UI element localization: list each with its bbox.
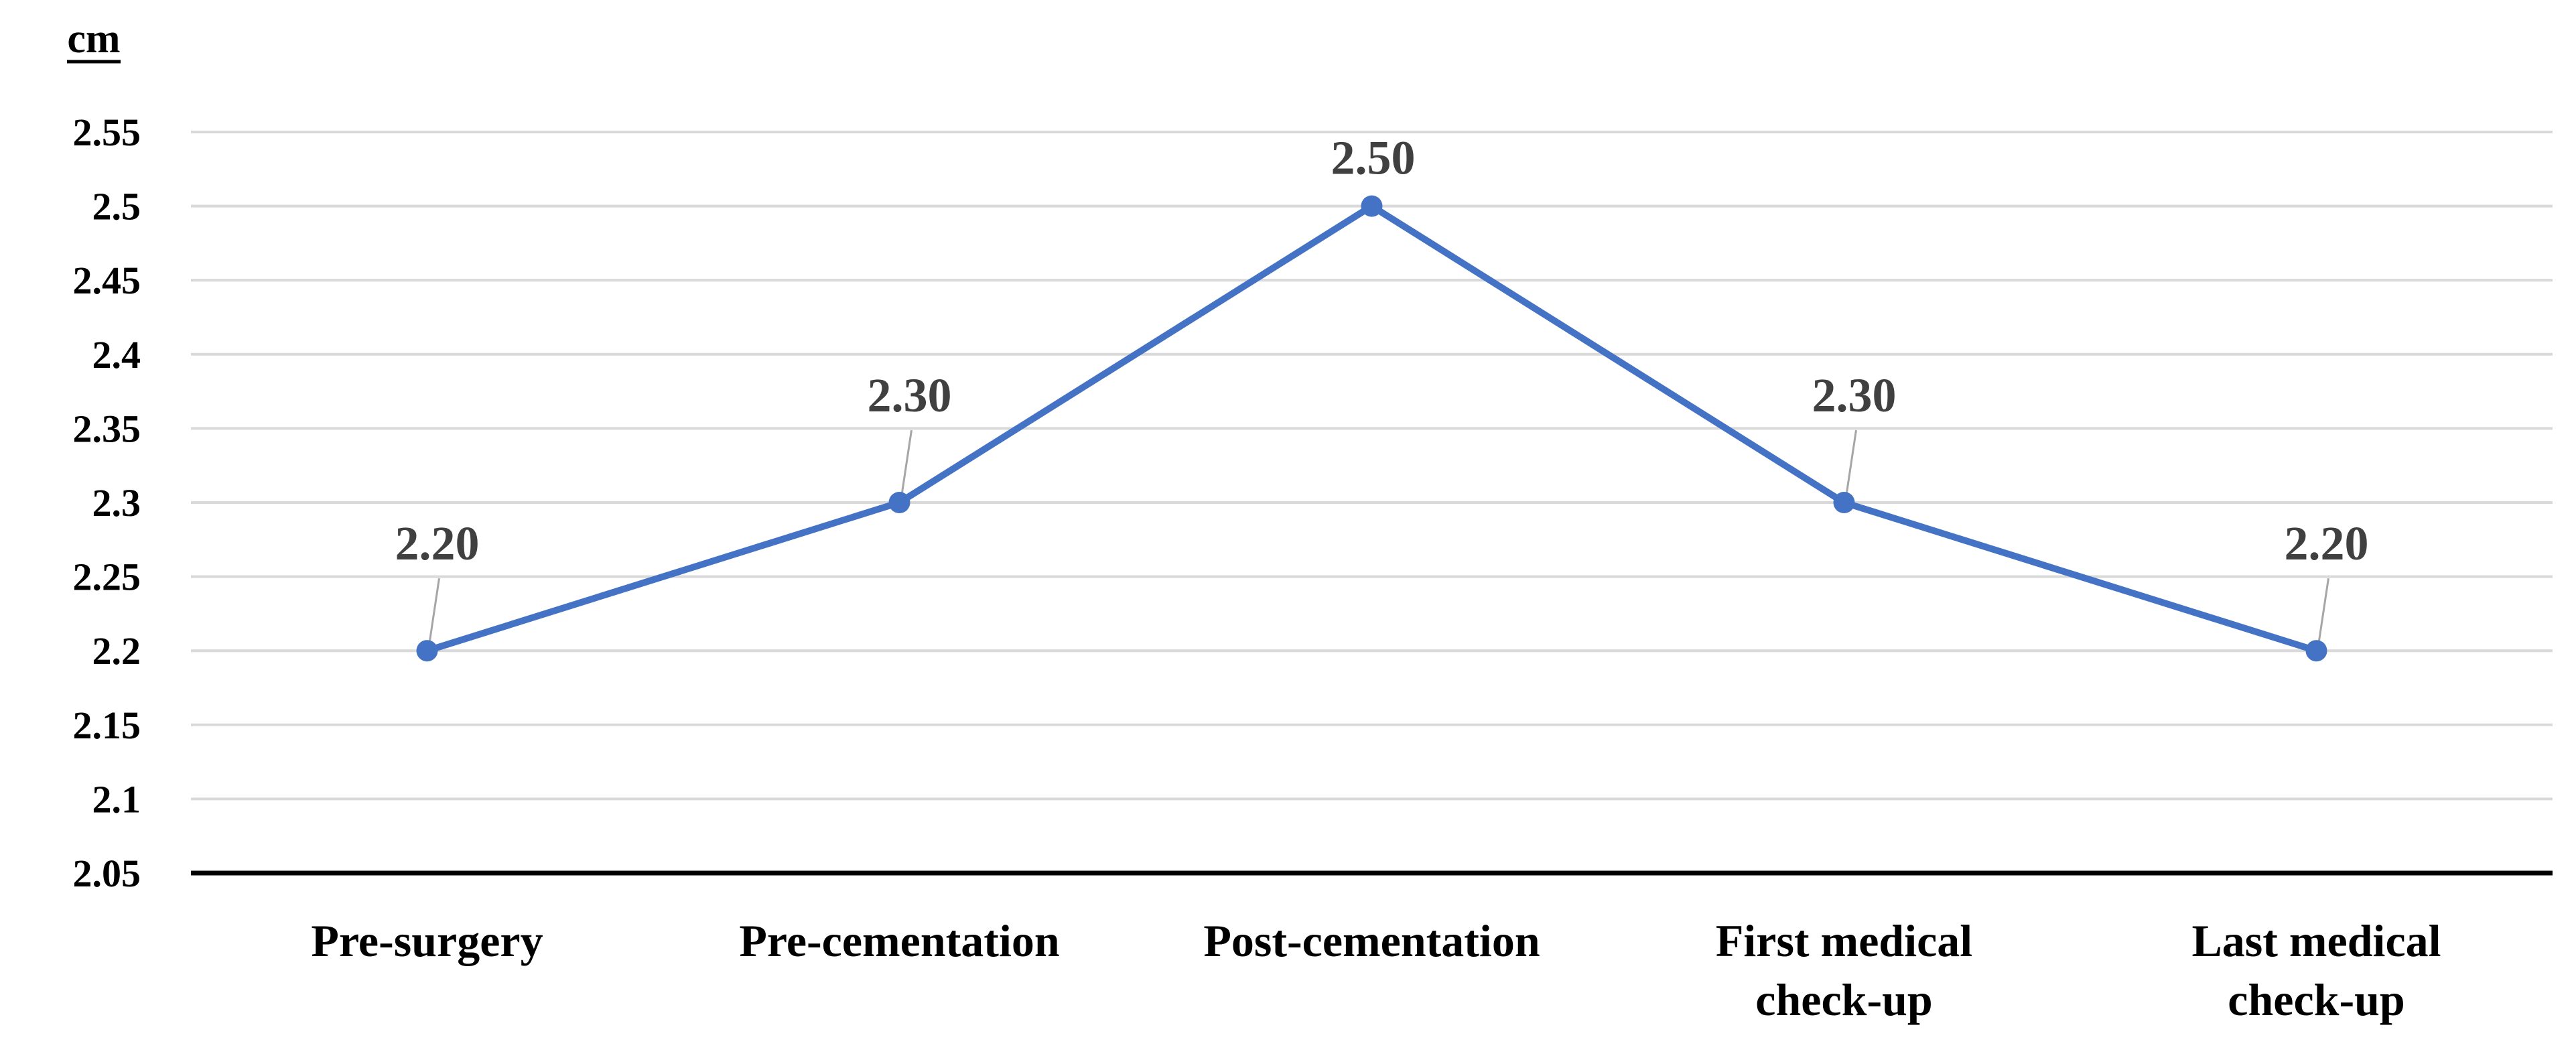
- data-point: [1833, 492, 1855, 513]
- data-label: 2.50: [1331, 131, 1416, 185]
- data-point: [1361, 195, 1383, 217]
- data-label: 2.20: [395, 517, 480, 570]
- y-tick-label: 2.3: [92, 481, 141, 525]
- x-category-label: Last medical check-up: [2191, 915, 2441, 1025]
- data-points: [416, 195, 2327, 662]
- data-point: [416, 640, 438, 662]
- data-label-leader: [901, 429, 912, 493]
- y-tick-label: 2.25: [73, 555, 141, 599]
- y-tick-label: 2.1: [92, 777, 141, 821]
- data-label-leaders: [429, 429, 2329, 641]
- data-label: 2.20: [2285, 517, 2369, 570]
- y-axis-ticks: 2.55 2.5 2.45 2.4 2.35 2.3 2.25 2.2 2.15 2.1 2.05: [73, 111, 141, 895]
- y-unit-group: cm: [67, 16, 121, 64]
- data-labels: 2.20 2.30 2.50 2.30 2.20: [395, 131, 2369, 571]
- y-tick-label: 2.5: [92, 185, 141, 228]
- y-tick-label: 2.55: [73, 111, 141, 154]
- y-tick-label: 2.15: [73, 704, 141, 747]
- y-unit-label: cm: [67, 16, 120, 62]
- data-label-leader: [1846, 429, 1857, 493]
- data-point: [2305, 640, 2327, 662]
- data-label: 2.30: [868, 369, 952, 422]
- y-tick-label: 2.05: [73, 852, 141, 895]
- y-tick-label: 2.35: [73, 407, 141, 450]
- x-category-label: Pre-cementation: [739, 915, 1059, 966]
- x-category-label: Pre-surgery: [311, 915, 543, 966]
- y-tick-label: 2.2: [92, 629, 141, 673]
- data-label-leader: [2318, 578, 2329, 641]
- x-category-label: Post-cementation: [1203, 915, 1540, 966]
- data-point: [888, 492, 910, 513]
- x-axis-categories: Pre-surgery Pre-cementation Post-cementati…: [311, 915, 2441, 1025]
- data-label-leader: [429, 578, 440, 641]
- data-label: 2.30: [1812, 369, 1897, 422]
- gridlines: [191, 131, 2553, 801]
- y-tick-label: 2.4: [92, 333, 141, 377]
- y-tick-label: 2.45: [73, 259, 141, 302]
- x-category-label: First medical check-up: [1716, 915, 1972, 1025]
